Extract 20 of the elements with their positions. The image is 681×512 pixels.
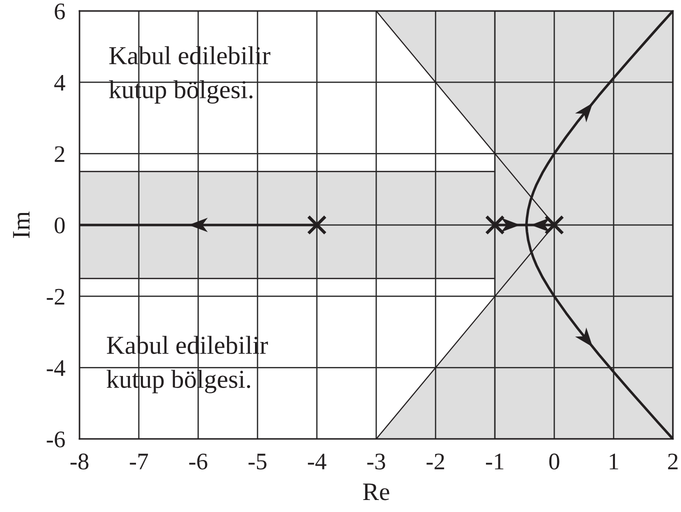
y-tick-label: 4 [54, 74, 66, 90]
y-tick-label: 6 [54, 4, 65, 20]
x-tick-label: -2 [426, 454, 444, 470]
x-tick-label: 0 [549, 454, 560, 470]
y-tick-label: -2 [46, 288, 64, 305]
y-tick-label: 2 [54, 146, 64, 162]
x-tick-label: -6 [189, 454, 208, 470]
x-tick-label: -5 [248, 454, 266, 470]
y-tick-label: -4 [46, 360, 66, 376]
x-tick-label: -4 [308, 454, 326, 470]
x-tick-label: -7 [130, 454, 148, 470]
y-axis-title: Im [13, 211, 30, 238]
y-tick-label: 0 [54, 217, 65, 234]
x-tick-label: 2 [668, 454, 678, 470]
x-tick-label: -1 [486, 454, 504, 470]
y-tick-label: -6 [46, 432, 65, 448]
x-tick-label: -8 [70, 454, 88, 470]
x-axis-title: Re [363, 484, 390, 500]
x-tick-label: -3 [367, 454, 386, 470]
x-tick-label: 1 [610, 454, 618, 470]
